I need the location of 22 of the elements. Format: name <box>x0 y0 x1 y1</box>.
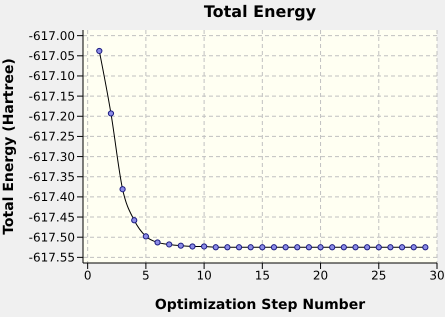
y-tick-label: -617.35 <box>28 170 75 184</box>
y-tick-label: -617.00 <box>28 28 75 43</box>
x-tick-label: 0 <box>84 268 92 283</box>
y-tick-label: -617.05 <box>28 49 75 64</box>
x-tick-label: 30 <box>429 268 445 283</box>
y-tick-label: -617.55 <box>28 250 75 265</box>
y-tick-label: -617.50 <box>28 230 75 244</box>
x-tick-label: 15 <box>254 268 270 283</box>
x-tick-label: 20 <box>312 268 328 283</box>
y-axis-title: Total Energy (Hartree) <box>0 58 17 235</box>
chart-title: Total Energy <box>202 2 318 21</box>
y-tick-label: -617.20 <box>28 110 75 124</box>
y-tick-label: -617.30 <box>28 150 75 164</box>
x-axis-title: Optimization Step Number <box>154 297 366 313</box>
y-tick-label: -617.15 <box>28 89 75 104</box>
x-tick-label: 25 <box>371 268 386 283</box>
y-tick-label: -617.45 <box>28 210 75 224</box>
y-tick-label: -617.40 <box>28 190 75 204</box>
y-tick-label: -617.25 <box>28 130 75 144</box>
x-tick-label: 5 <box>142 268 150 283</box>
x-tick-label: 10 <box>196 268 212 283</box>
y-tick-label: -617.10 <box>28 69 75 84</box>
